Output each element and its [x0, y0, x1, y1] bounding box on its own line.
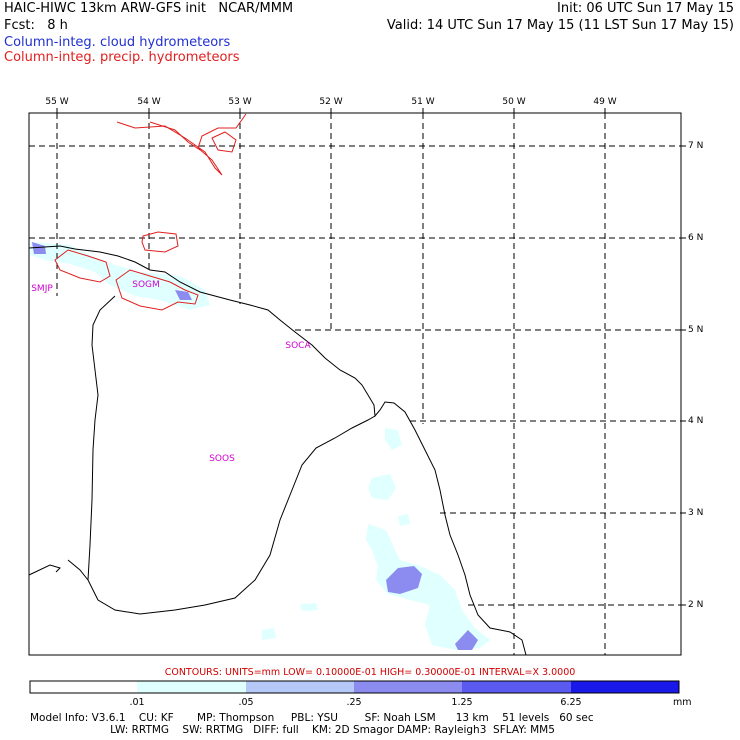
precip-contour: [149, 121, 201, 151]
colorbar-label: .25: [346, 697, 362, 708]
coastlines-borders: [28, 245, 527, 656]
colorbar-swatch: [246, 681, 354, 693]
precip-contour: [211, 131, 237, 153]
colorbar-label: 6.25: [560, 697, 582, 708]
cloud-core: [386, 566, 422, 594]
forecast-hour: Fcst: 8 h: [4, 18, 68, 33]
precip-contour: [115, 269, 199, 311]
cloud-area: [300, 603, 318, 611]
lat-label: 3 N: [688, 508, 704, 518]
cloud-area: [368, 474, 396, 500]
colorbar-unit: mm: [673, 697, 692, 708]
lat-label: 5 N: [688, 325, 704, 335]
lat-label: 2 N: [688, 600, 704, 610]
cloud-shading: [30, 242, 490, 650]
map-frame: [28, 112, 682, 656]
precip-contour: [116, 113, 247, 176]
lat-label: 4 N: [688, 416, 704, 426]
init-time: Init: 06 UTC Sun 17 May 15: [557, 1, 734, 16]
lon-label: 51 W: [411, 97, 435, 107]
colorbar-swatch: [137, 681, 246, 693]
cloud-core: [455, 630, 478, 650]
station-label: SOGM: [132, 280, 160, 290]
valid-time: Valid: 14 UTC Sun 17 May 15 (11 LST Sun …: [386, 18, 734, 33]
station-label: SOCA: [285, 341, 311, 351]
lat-label: 7 N: [688, 141, 704, 151]
lon-label: 55 W: [45, 97, 69, 107]
cloud-area: [385, 428, 402, 450]
lon-label: 49 W: [593, 97, 617, 107]
cloud-area: [262, 628, 276, 640]
lon-label: 50 W: [502, 97, 526, 107]
lon-label: 54 W: [137, 97, 161, 107]
station-label: SOOS: [209, 454, 235, 464]
model-info-line1: Model Info: V3.6.1 CU: KF MP: Thompson P…: [30, 712, 594, 724]
cloud-area: [398, 514, 410, 526]
model-info-line2: LW: RRTMG SW: RRTMG DIFF: full KM: 2D Sm…: [30, 724, 555, 736]
lat-lon-grid: [29, 113, 681, 655]
legend-cloud-hydrometeors: Column-integ. cloud hydrometeors: [4, 35, 231, 50]
precip-contour: [54, 249, 111, 283]
colorbar-label: 1.25: [451, 697, 473, 708]
colorbar-outline: [29, 680, 680, 694]
colorbar-swatch: [354, 681, 462, 693]
cloud-area: [366, 524, 490, 650]
station-label: SMJP: [31, 284, 53, 294]
precip-contours: [54, 113, 247, 311]
colorbar-swatch: [462, 681, 571, 693]
border-suriname-west: [87, 295, 116, 581]
border-guiana-brazil: [67, 559, 89, 581]
frame-ticks: [56, 108, 686, 606]
cloud-area: [30, 242, 210, 310]
lon-label: 53 W: [228, 97, 252, 107]
colorbar-label: .01: [129, 697, 145, 708]
border-suriname-south: [87, 415, 376, 615]
cloud-core: [175, 290, 192, 300]
plot-title: HAIC-HIWC 13km ARW-GFS init NCAR/MMM: [4, 1, 294, 16]
legend-precip-hydrometeors: Column-integ. precip. hydrometeors: [4, 50, 240, 65]
lon-label: 52 W: [319, 97, 343, 107]
colorbar-swatch: [30, 681, 137, 693]
coastline: [28, 245, 527, 656]
colorbar-label: .05: [238, 697, 254, 708]
border-suriname-guyana: [28, 564, 61, 576]
cloud-core: [32, 242, 46, 254]
lat-label: 6 N: [688, 233, 704, 243]
contours-note: CONTOURS: UNITS=mm LOW= 0.10000E-01 HIGH…: [164, 667, 576, 678]
colorbar-swatch: [571, 681, 679, 693]
precip-contour: [141, 231, 179, 253]
cloud-shading-mid: [32, 242, 478, 650]
